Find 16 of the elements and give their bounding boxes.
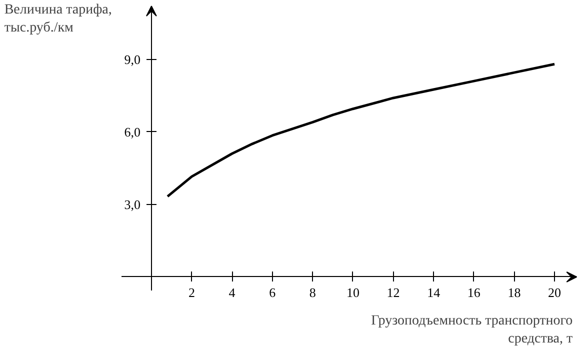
x-tick-label: 18	[508, 284, 521, 300]
x-tick-label: 10	[346, 284, 360, 300]
y-axis-title: Величина тарифа, тыс.руб./км	[4, 2, 112, 36]
x-tick-label: 8	[309, 284, 316, 300]
x-axis-title: Грузоподъемность транспортного средства, т	[371, 313, 573, 346]
line-series	[166, 62, 556, 198]
x-tick-label: 2	[188, 284, 196, 300]
x-tick-label: 6	[269, 284, 276, 300]
y-tick-label: 3,0	[124, 196, 140, 212]
x-tick-label: 16	[467, 284, 481, 300]
x-tick-label: 12	[386, 284, 400, 300]
x-tick-label: 14	[427, 284, 441, 300]
x-tick-label: 4	[228, 284, 236, 300]
x-tick-label: 20	[548, 284, 562, 300]
y-tick-label: 9,0	[124, 52, 140, 67]
y-tick-label: 6,0	[124, 124, 140, 140]
